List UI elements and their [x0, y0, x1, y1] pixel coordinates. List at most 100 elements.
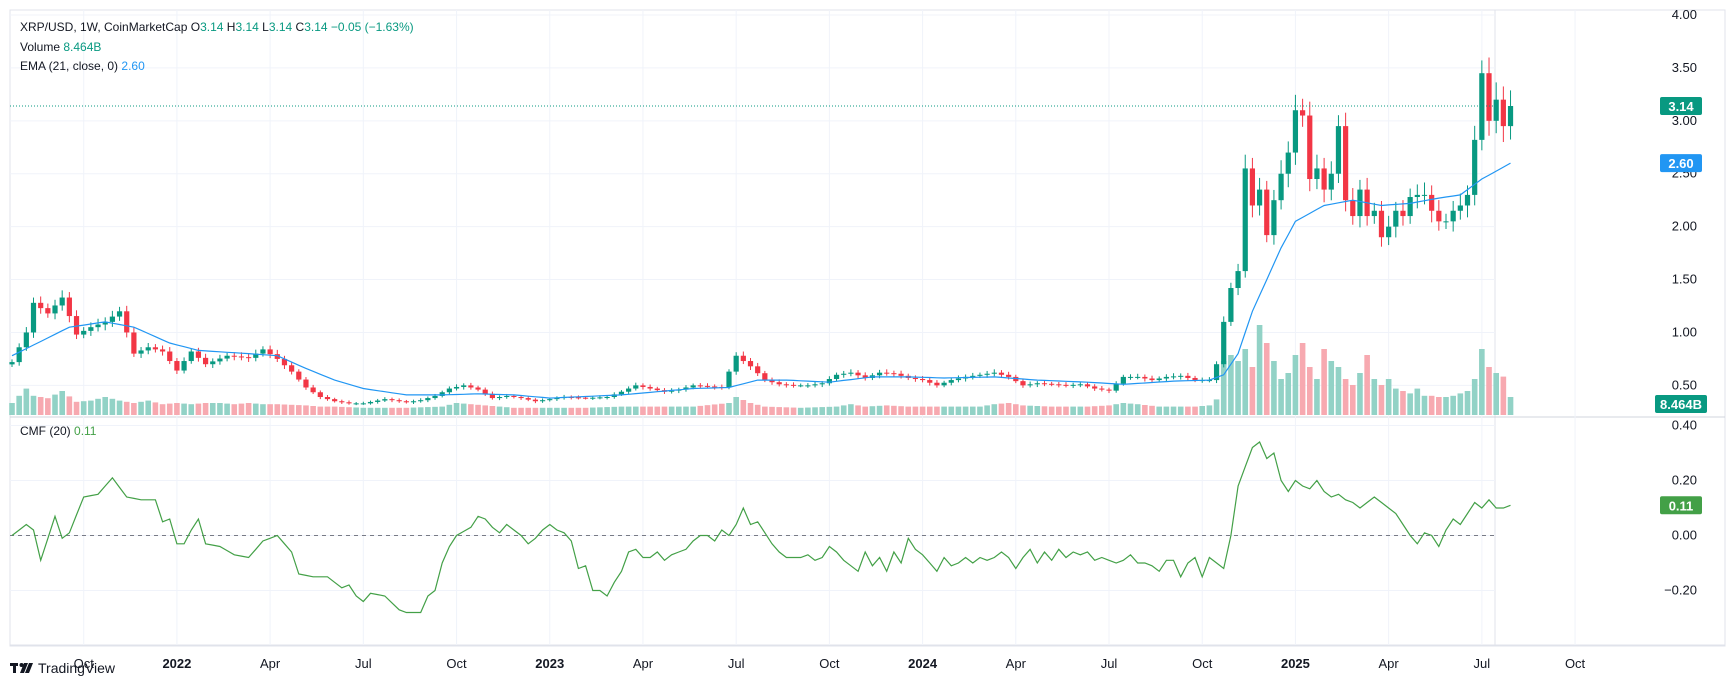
candle-body [95, 324, 101, 328]
volume-bar [611, 406, 618, 415]
volume-bar [1285, 373, 1292, 415]
volume-bar [367, 407, 374, 415]
volume-bar [1414, 388, 1421, 415]
volume-bar [1256, 325, 1263, 415]
volume-bar [281, 404, 288, 415]
candle-body [1328, 173, 1334, 190]
volume-bar [1378, 385, 1385, 415]
candle-body [597, 397, 603, 399]
candle-body [1163, 376, 1169, 379]
candle-body [489, 393, 495, 399]
volume-bar [1106, 405, 1112, 415]
brand-name: TradingView [38, 660, 116, 676]
candle-body [919, 379, 926, 381]
volume-bar [1443, 397, 1449, 415]
candle-body [554, 398, 560, 400]
volume-bar [1507, 397, 1514, 415]
volume-bar [432, 406, 438, 415]
x-tick-label: Apr [260, 656, 281, 671]
candle-body [690, 385, 696, 388]
candle-body [389, 399, 395, 401]
volume-bar [826, 406, 833, 415]
volume-bar [331, 406, 338, 415]
volume-bar [1163, 406, 1170, 415]
candle-body [246, 357, 252, 359]
volume-bar [16, 395, 22, 415]
cmf-tick-label: 0.00 [1672, 528, 1697, 543]
candle-body [210, 361, 216, 365]
volume-bar [396, 407, 402, 415]
candle-body [1063, 384, 1069, 386]
candle-body [812, 384, 818, 386]
volume-bar [747, 403, 754, 415]
volume-bar [876, 405, 883, 415]
volume-bar [245, 403, 252, 415]
x-tick-label: 2024 [908, 656, 938, 671]
candle-body [1113, 383, 1119, 391]
x-tick-label: Apr [1006, 656, 1027, 671]
volume-bar [123, 401, 130, 415]
volume-bar [446, 404, 453, 415]
volume-bar [37, 397, 44, 415]
candle-body [998, 372, 1005, 375]
candle-body [1300, 110, 1306, 116]
candle-body [1170, 376, 1177, 378]
volume-bar [1077, 406, 1084, 415]
volume-bar [102, 397, 109, 415]
candle-body [984, 373, 990, 375]
volume-bar [181, 403, 187, 415]
candle-body [145, 347, 151, 351]
candle-body [131, 332, 137, 354]
candle-body [1486, 73, 1492, 121]
candle-body [296, 371, 302, 380]
volume-bar [503, 407, 510, 415]
volume-bar [891, 405, 897, 415]
volume-bar [654, 406, 661, 415]
volume-bar [1034, 406, 1041, 415]
volume-bar [926, 406, 933, 415]
candle-body [798, 385, 804, 387]
candle-body [1192, 377, 1198, 381]
candle-body [1142, 376, 1148, 379]
volume-bar [45, 398, 51, 415]
volume-bar [941, 406, 947, 415]
tradingview-brand[interactable]: TradingView [10, 660, 115, 676]
candle-body [267, 349, 273, 355]
last-price-label-bg [1660, 97, 1702, 116]
volume-bar [625, 406, 632, 415]
volume-bar [998, 403, 1005, 415]
candle-body [167, 351, 173, 362]
candle-body [102, 321, 108, 325]
volume-bar [733, 397, 739, 415]
candle-body [747, 361, 754, 367]
volume-bar [769, 406, 775, 415]
volume-bar [776, 407, 782, 415]
volume-bar [833, 406, 840, 415]
candle-body [948, 380, 954, 383]
price-tick-label: 3.50 [1672, 60, 1697, 75]
candle-body [1500, 99, 1506, 127]
volume-bar [1099, 405, 1105, 415]
candle-body [23, 332, 29, 348]
volume-bar [1349, 385, 1356, 415]
candle-body [1386, 226, 1392, 238]
candle-body [1020, 381, 1026, 386]
candle-body [1127, 376, 1134, 378]
cmf-legend: CMF (20) 0.11 [20, 422, 96, 440]
volume-bar [109, 398, 116, 415]
cmf-value-label-bg [1660, 496, 1702, 515]
volume-value: 8.464B [63, 40, 102, 54]
low-label: L [262, 20, 269, 34]
x-tick-label: Oct [1192, 656, 1213, 671]
volume-bar [1206, 405, 1213, 415]
candle-body [109, 316, 115, 322]
candle-body [66, 297, 72, 317]
volume-bar [95, 398, 101, 415]
volume-bar [1393, 388, 1399, 415]
candle-body [783, 384, 789, 386]
volume-bar [1400, 391, 1406, 415]
candle-body [1242, 168, 1248, 272]
volume-bar [116, 400, 123, 415]
candle-body [539, 400, 546, 402]
